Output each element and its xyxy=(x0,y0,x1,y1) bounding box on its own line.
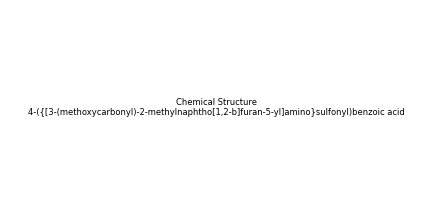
Text: Chemical Structure
4-({[3-(methoxycarbonyl)-2-methylnaphtho[1,2-b]furan-5-yl]ami: Chemical Structure 4-({[3-(methoxycarbon… xyxy=(28,98,405,117)
